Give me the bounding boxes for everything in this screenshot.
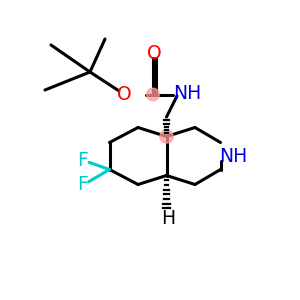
Text: F: F <box>77 175 88 194</box>
Text: NH: NH <box>173 84 201 103</box>
Text: F: F <box>77 151 88 170</box>
Circle shape <box>160 130 173 143</box>
Text: NH: NH <box>219 146 247 166</box>
Circle shape <box>147 88 159 101</box>
Text: H: H <box>160 209 175 229</box>
Text: O: O <box>117 85 132 104</box>
Text: O: O <box>147 44 162 63</box>
